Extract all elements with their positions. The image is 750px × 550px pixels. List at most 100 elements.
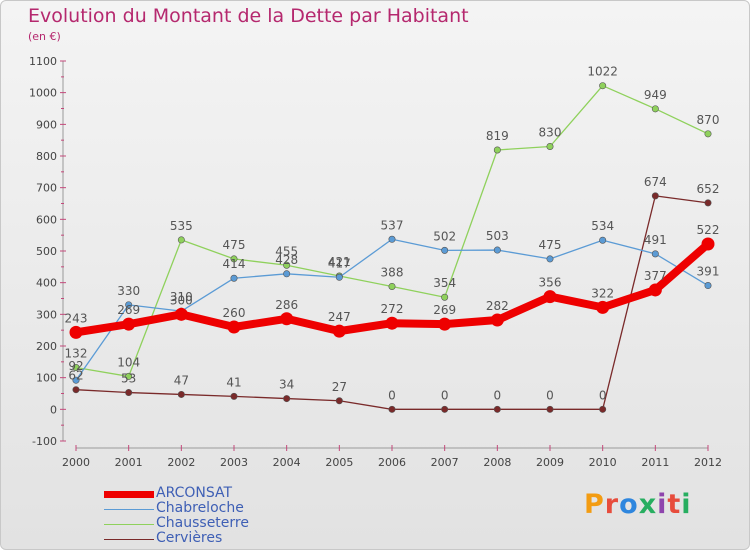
logo-letter: o	[619, 489, 639, 520]
data-point-cervieres	[283, 395, 291, 403]
data-point-chausseterre	[125, 372, 133, 380]
data-label-arconsat: 286	[275, 298, 298, 312]
data-point-chabreloche	[72, 376, 80, 384]
data-label-arconsat: 247	[328, 310, 351, 324]
data-label-chausseterre: 1022	[587, 65, 618, 79]
data-label-chabreloche: 537	[381, 218, 404, 232]
data-point-arconsat	[69, 325, 83, 339]
data-label-cervieres: 0	[599, 388, 607, 402]
data-label-chabreloche: 417	[328, 256, 351, 270]
legend-swatch-arconsat	[104, 491, 154, 498]
data-point-cervieres	[704, 199, 712, 207]
data-point-chausseterre	[546, 143, 554, 151]
data-label-cervieres: 0	[494, 388, 502, 402]
x-tick-label: 2001	[115, 456, 143, 469]
data-label-arconsat: 377	[644, 269, 667, 283]
y-tick-label: -100	[32, 435, 57, 448]
data-point-chabreloche	[493, 246, 501, 254]
data-point-chabreloche	[388, 235, 396, 243]
logo-letter: P	[584, 489, 605, 520]
legend-label-chabreloche: Chabreloche	[156, 500, 244, 516]
data-label-chabreloche: 330	[117, 284, 140, 298]
logo-letter: r	[604, 489, 620, 520]
data-point-arconsat	[122, 317, 136, 331]
data-point-arconsat	[438, 317, 452, 331]
data-label-arconsat: 243	[65, 311, 88, 325]
data-label-cervieres: 0	[546, 388, 554, 402]
x-tick-label: 2009	[536, 456, 564, 469]
y-tick-label: 800	[36, 150, 57, 163]
data-label-arconsat: 522	[697, 223, 720, 237]
x-tick-label: 2010	[589, 456, 617, 469]
chart-subtitle: (en €)	[28, 30, 61, 43]
data-label-arconsat: 282	[486, 299, 509, 313]
x-tick-label: 2008	[483, 456, 511, 469]
legend-swatch-chabreloche	[104, 509, 154, 510]
data-label-chausseterre: 421	[328, 255, 351, 269]
data-point-chabreloche	[651, 250, 659, 258]
y-tick-label: 200	[36, 340, 57, 353]
x-tick-label: 2007	[431, 456, 459, 469]
data-point-cervieres	[441, 405, 449, 413]
data-label-chabreloche: 534	[591, 219, 614, 233]
y-tick-label: 600	[36, 213, 57, 226]
data-point-chabreloche	[335, 273, 343, 281]
legend-label-cervieres: Cervières	[156, 530, 223, 546]
data-point-cervieres	[546, 405, 554, 413]
data-point-arconsat	[174, 307, 188, 321]
logo-letter: i	[681, 489, 692, 520]
data-label-chabreloche: 414	[223, 257, 246, 271]
x-tick-label: 2012	[694, 456, 722, 469]
data-label-chausseterre: 104	[117, 355, 140, 369]
proxiti-logo: Proxiti	[584, 489, 692, 520]
data-point-chausseterre	[599, 82, 607, 90]
data-point-chabreloche	[283, 270, 291, 278]
data-point-chausseterre	[72, 364, 80, 372]
data-label-chausseterre: 819	[486, 129, 509, 143]
data-point-chabreloche	[546, 255, 554, 263]
data-label-arconsat: 272	[381, 302, 404, 316]
data-label-cervieres: 652	[697, 182, 720, 196]
x-tick-label: 2005	[325, 456, 353, 469]
data-point-chabreloche	[230, 274, 238, 282]
data-point-cervieres	[177, 390, 185, 398]
data-label-arconsat: 269	[117, 303, 140, 317]
data-point-arconsat	[596, 300, 610, 314]
data-point-chausseterre	[704, 130, 712, 138]
data-label-cervieres: 674	[644, 175, 667, 189]
data-point-chausseterre	[177, 236, 185, 244]
data-label-chabreloche: 310	[170, 290, 193, 304]
data-label-chabreloche: 92	[68, 359, 83, 373]
data-point-chausseterre	[388, 282, 396, 290]
data-label-chausseterre: 830	[539, 126, 562, 140]
data-point-chabreloche	[599, 236, 607, 244]
data-label-chabreloche: 503	[486, 229, 509, 243]
data-label-cervieres: 0	[388, 388, 396, 402]
data-label-chabreloche: 475	[539, 238, 562, 252]
chart-title: Evolution du Montant de la Dette par Hab…	[28, 5, 469, 27]
data-label-chabreloche: 391	[697, 265, 720, 279]
data-point-cervieres	[651, 192, 659, 200]
x-tick-label: 2003	[220, 456, 248, 469]
y-tick-label: 100	[36, 372, 57, 385]
y-tick-label: 300	[36, 308, 57, 321]
data-label-chausseterre: 535	[170, 219, 193, 233]
data-point-cervieres	[335, 397, 343, 405]
x-tick-label: 2011	[641, 456, 669, 469]
logo-letter: x	[638, 489, 658, 520]
y-tick-label: 500	[36, 245, 57, 258]
y-tick-label: 1000	[29, 87, 57, 100]
data-label-chabreloche: 502	[433, 229, 456, 243]
logo-letter: t	[667, 489, 682, 520]
data-label-arconsat: 300	[170, 293, 193, 307]
data-label-cervieres: 0	[441, 388, 449, 402]
data-label-chausseterre: 354	[433, 276, 456, 290]
data-label-cervieres: 34	[279, 378, 294, 392]
data-point-arconsat	[648, 283, 662, 297]
data-point-arconsat	[701, 237, 715, 251]
data-label-chausseterre: 455	[275, 244, 298, 258]
data-point-arconsat	[332, 324, 346, 338]
y-tick-label: 400	[36, 277, 57, 290]
data-point-cervieres	[599, 405, 607, 413]
